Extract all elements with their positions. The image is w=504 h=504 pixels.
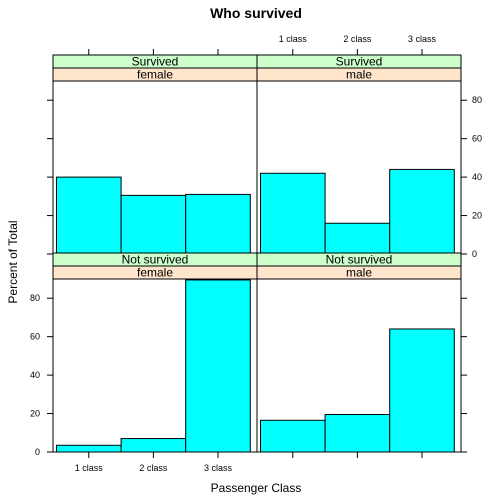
y-tick-label-right: 20 <box>472 211 482 221</box>
bar-survived-female-2 <box>120 194 187 255</box>
bar-survived-male-2 <box>324 222 391 255</box>
y-tick-label-right: 40 <box>472 172 482 182</box>
strip-outcome-label: Not survived <box>122 253 189 267</box>
bar-survived-female-1 <box>56 176 122 255</box>
strip-outcome-label: Survived <box>336 55 383 69</box>
y-tick-label-left: 60 <box>30 332 40 342</box>
bar-survived-male-1 <box>260 172 326 255</box>
bar-not-survived-female-1 <box>56 444 122 453</box>
x-tick-label-top: 1 class <box>279 34 308 44</box>
y-tick-label-left: 20 <box>30 409 40 419</box>
strip-outcome-label: Not survived <box>326 253 393 267</box>
x-tick-label-bottom: 2 class <box>139 463 168 473</box>
strip-sex-label: female <box>137 266 173 280</box>
bar-not-survived-female-2 <box>120 438 187 453</box>
x-tick-label-top: 2 class <box>343 34 372 44</box>
bar-survived-male-3 <box>389 168 455 255</box>
y-tick-label-right: 60 <box>472 134 482 144</box>
y-tick-label-left: 40 <box>30 370 40 380</box>
y-tick-label-left: 0 <box>35 447 40 457</box>
x-tick-label-top: 3 class <box>408 34 437 44</box>
strip-sex-label: female <box>137 68 173 82</box>
y-tick-label-left: 80 <box>30 293 40 303</box>
x-tick-label-bottom: 1 class <box>75 463 104 473</box>
bar-not-survived-male-1 <box>260 419 326 453</box>
strip-sex-label: male <box>346 266 372 280</box>
bar-not-survived-male-2 <box>324 414 391 453</box>
strip-sex-label: male <box>346 68 372 82</box>
y-tick-label-right: 80 <box>472 95 482 105</box>
strip-outcome-label: Survived <box>132 55 179 69</box>
bar-not-survived-male-3 <box>389 328 455 453</box>
y-tick-label-right: 0 <box>472 249 477 259</box>
y-axis-label: Percent of Total <box>6 220 20 303</box>
bar-survived-female-3 <box>185 193 251 255</box>
chart-title: Who survived <box>210 5 302 21</box>
x-tick-label-bottom: 3 class <box>204 463 233 473</box>
x-axis-label: Passenger Class <box>211 481 302 495</box>
bar-not-survived-female-3 <box>185 279 251 453</box>
